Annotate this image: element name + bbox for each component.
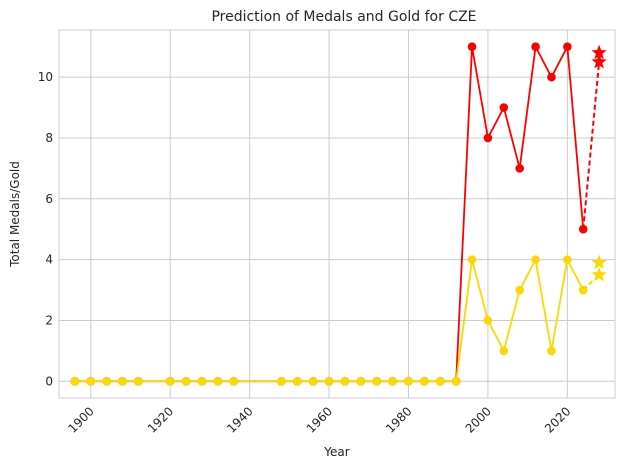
data-point <box>515 164 524 173</box>
prediction-star <box>591 266 607 282</box>
data-point <box>308 376 318 386</box>
data-point <box>451 376 461 386</box>
x-tick-label: 2020 <box>542 404 573 435</box>
x-axis-label: Year <box>323 445 349 459</box>
data-point <box>404 376 413 386</box>
x-tick-label: 1900 <box>65 404 96 435</box>
y-tick-label: 0 <box>45 374 53 388</box>
y-tick-label: 4 <box>45 253 53 267</box>
y-tick-label: 8 <box>45 131 53 145</box>
prediction-star <box>591 53 607 69</box>
prediction-star <box>591 44 607 60</box>
x-tick-label: 1960 <box>304 404 335 435</box>
data-point <box>372 376 382 386</box>
data-point <box>277 376 286 386</box>
data-point <box>467 255 477 264</box>
x-tick-label: 1980 <box>383 404 414 435</box>
y-tick-label: 10 <box>38 70 53 84</box>
data-point <box>547 346 556 356</box>
chart-title: Prediction of Medals and Gold for CZE <box>211 9 476 25</box>
data-point <box>197 376 207 386</box>
data-point <box>467 42 477 52</box>
prediction-line <box>582 61 601 230</box>
series-layer <box>70 42 607 386</box>
y-axis-label: Total Medals/Gold <box>8 161 22 268</box>
data-point <box>483 316 493 325</box>
data-point <box>70 376 80 386</box>
data-point <box>388 376 397 386</box>
data-point <box>499 346 509 356</box>
data-point <box>483 133 493 143</box>
data-point <box>515 285 524 295</box>
data-point <box>356 376 366 386</box>
data-point <box>165 376 175 386</box>
data-point <box>292 376 302 386</box>
series-line <box>74 256 585 383</box>
data-point <box>118 376 127 386</box>
data-point <box>181 376 191 386</box>
data-point <box>531 255 540 264</box>
data-point <box>213 376 223 386</box>
data-point <box>435 376 445 386</box>
data-point <box>229 376 239 386</box>
data-point <box>531 42 540 52</box>
y-tick-label: 6 <box>45 192 53 206</box>
grid-layer <box>59 30 615 398</box>
data-point <box>134 376 143 386</box>
y-tick-label: 2 <box>45 313 53 327</box>
data-point <box>86 376 96 386</box>
data-point <box>563 255 572 264</box>
x-tick-label: 1940 <box>224 404 255 435</box>
x-tick-label: 1920 <box>145 404 176 435</box>
prediction-star <box>591 254 607 270</box>
data-point <box>102 376 111 386</box>
data-point <box>420 376 429 386</box>
data-point <box>340 376 350 386</box>
data-point <box>547 72 556 82</box>
data-point <box>324 376 334 386</box>
data-point <box>499 103 509 112</box>
data-point <box>563 42 572 52</box>
x-tick-label: 2000 <box>463 404 494 435</box>
plot-frame <box>58 29 616 399</box>
